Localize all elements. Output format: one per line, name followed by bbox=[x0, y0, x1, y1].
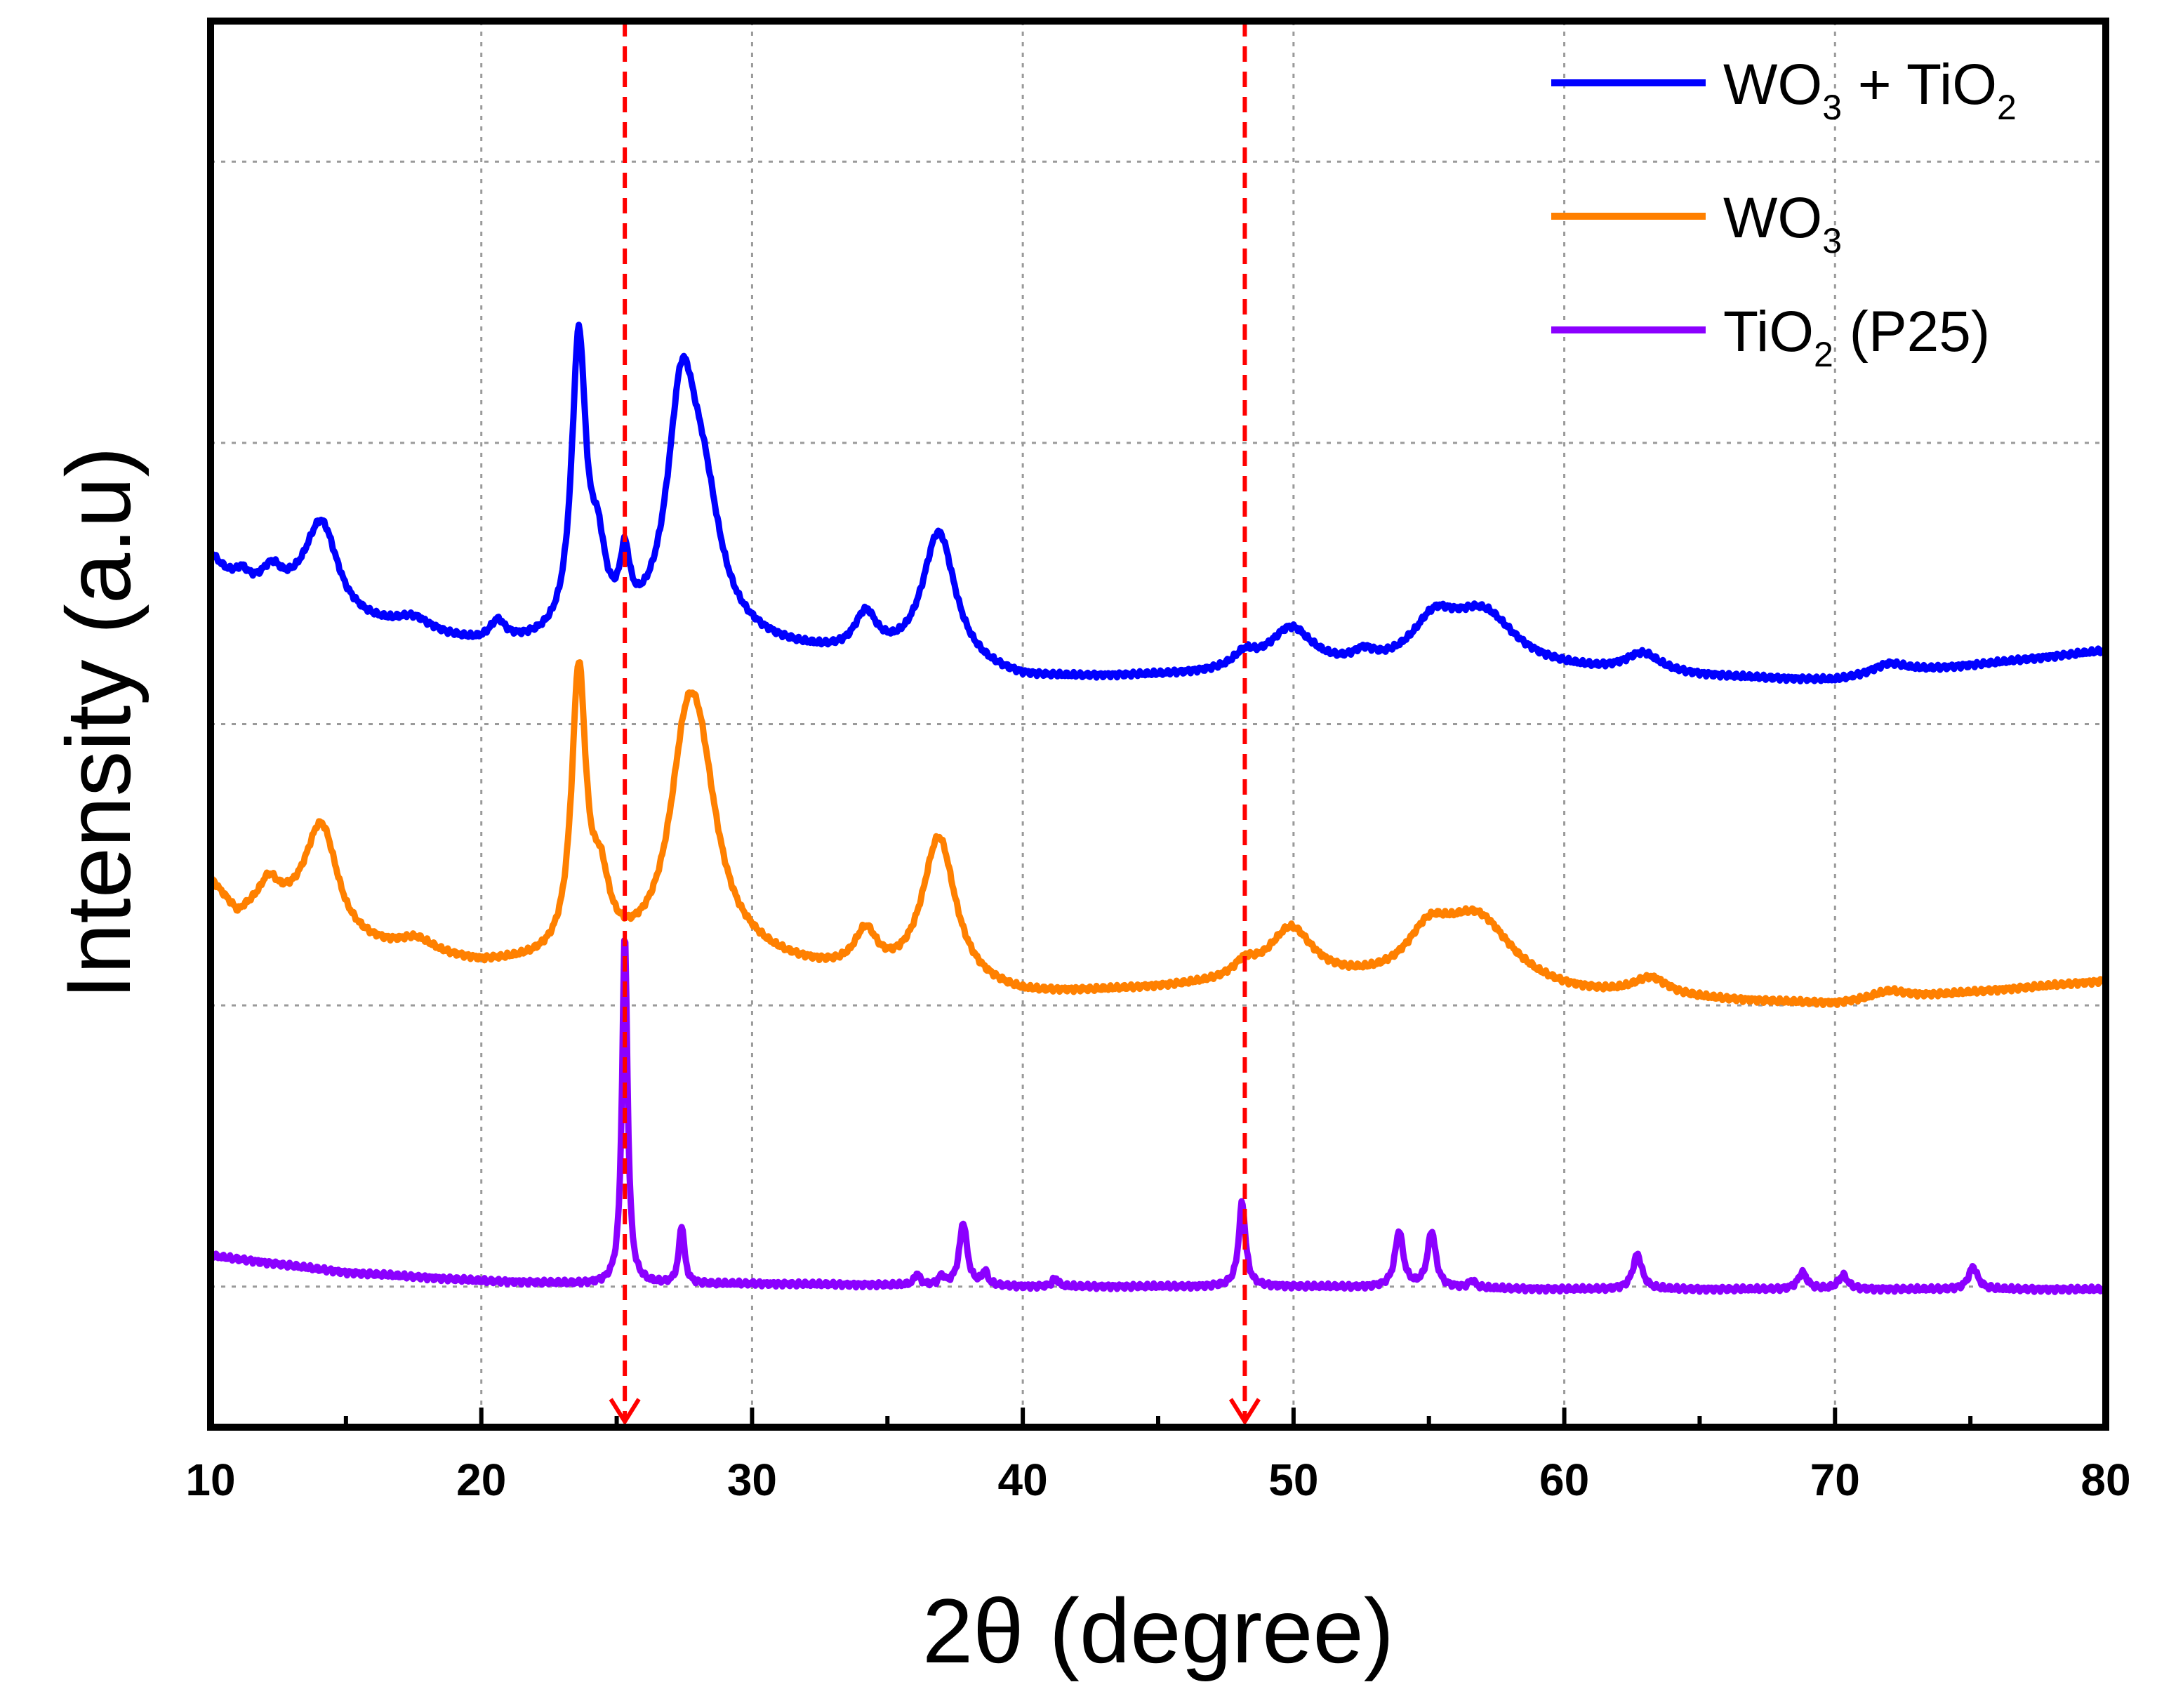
x-tick-label: 10 bbox=[185, 1455, 235, 1505]
series-line-2 bbox=[208, 659, 2108, 1008]
reference-arrow-1 bbox=[609, 1398, 641, 1426]
x-tick-label: 50 bbox=[1268, 1455, 1318, 1505]
x-tick-label: 70 bbox=[1810, 1455, 1860, 1505]
x-tick-label: 20 bbox=[456, 1455, 506, 1505]
x-tick-label: 60 bbox=[1539, 1455, 1589, 1505]
legend-label-2: WO3​ bbox=[1723, 186, 1842, 260]
y-axis-title: Intensity (a.u) bbox=[47, 446, 150, 1000]
series-group bbox=[208, 322, 2109, 1295]
x-axis-ticks bbox=[208, 1408, 2108, 1427]
series-line-3 bbox=[208, 937, 2109, 1295]
reference-arrow-2 bbox=[1228, 1398, 1261, 1426]
x-tick-label: 80 bbox=[2080, 1455, 2130, 1505]
reference-lines bbox=[609, 21, 1261, 1426]
legend-label-1: WO3​ + TiO2​ bbox=[1723, 53, 2017, 127]
x-tick-label: 40 bbox=[998, 1455, 1048, 1505]
x-tick-label: 30 bbox=[727, 1455, 777, 1505]
x-axis-tick-labels: 10 20 30 40 50 60 70 80 bbox=[185, 1455, 2130, 1505]
legend: WO3​ + TiO2​ WO3​ TiO2​ (P25) bbox=[1551, 53, 2017, 374]
series-line-1 bbox=[208, 322, 2108, 684]
legend-label-3: TiO2​ (P25) bbox=[1723, 300, 1990, 374]
x-axis-title: 2θ (degree) bbox=[922, 1580, 1394, 1682]
